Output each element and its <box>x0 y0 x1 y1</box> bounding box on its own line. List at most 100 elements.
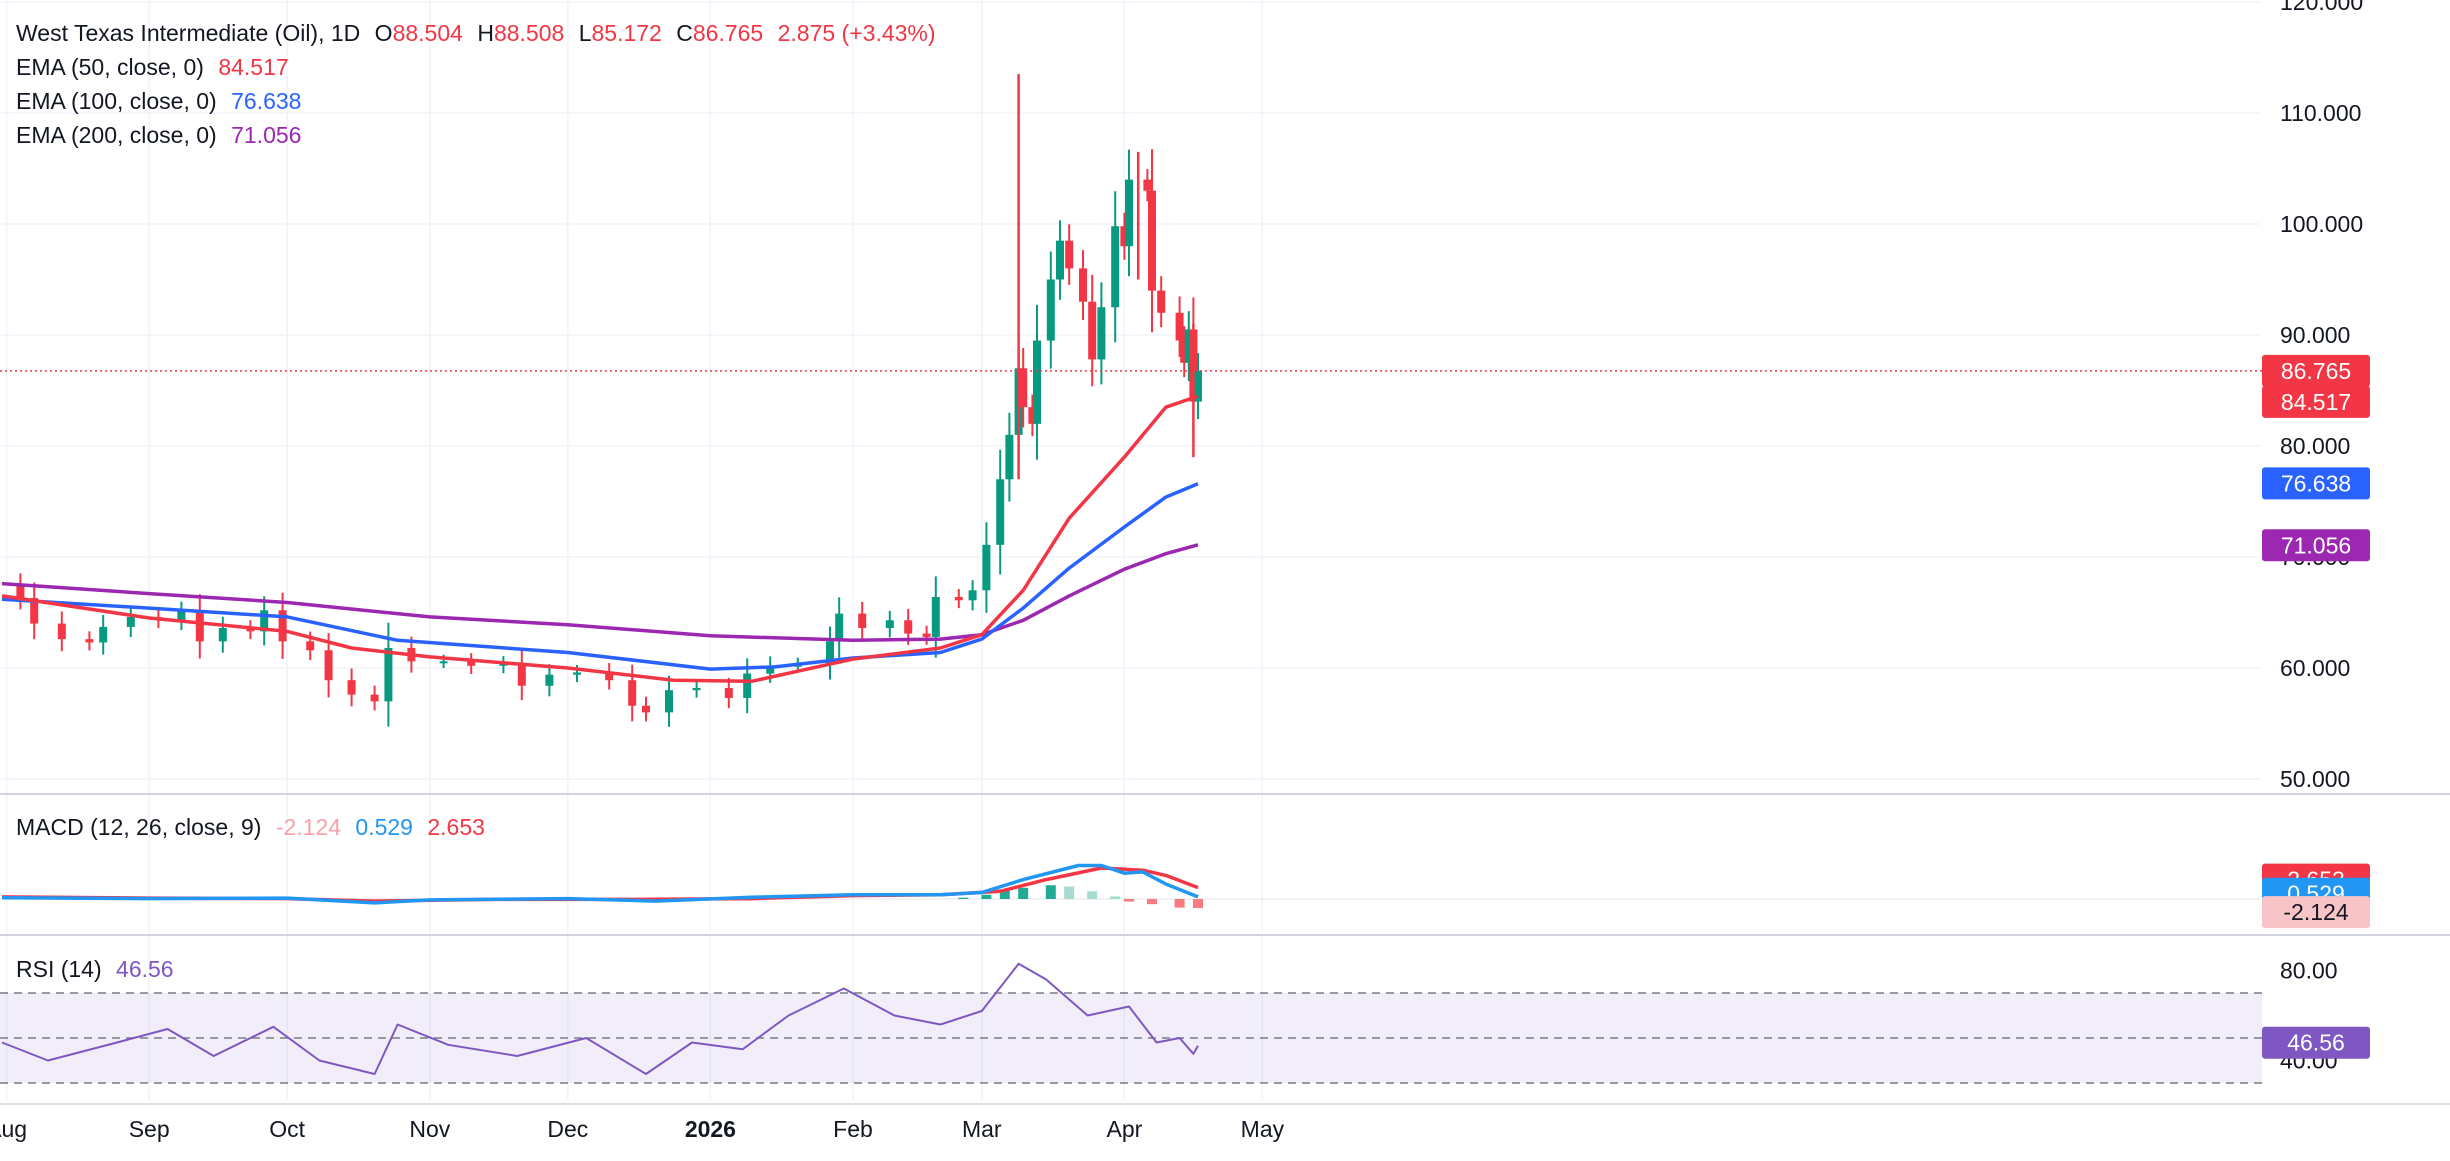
high-label: H88.508 <box>477 20 565 46</box>
macd-histogram-bar <box>1147 899 1157 905</box>
candle-body <box>605 672 614 681</box>
macd-histogram-bar <box>999 890 1010 899</box>
candle-body <box>1005 434 1014 480</box>
candle-body <box>982 544 991 591</box>
rsi-tick-label: 80.00 <box>2280 958 2338 984</box>
open-label: O88.504 <box>374 20 463 46</box>
candle-body <box>324 650 333 681</box>
candle-body <box>931 596 940 637</box>
ema200-badge: 71.056 <box>2281 532 2351 558</box>
candle-body <box>922 633 931 637</box>
candle-body <box>996 479 1005 545</box>
ema200-label: EMA (200, close, 0) <box>16 122 217 148</box>
candle-body <box>665 690 673 713</box>
low-label: L85.172 <box>578 20 662 46</box>
candle-body <box>126 616 135 627</box>
ema50-legend[interactable]: EMA (50, close, 0) 84.517 <box>16 50 297 84</box>
ema50-value: 84.517 <box>218 54 289 80</box>
macd-histogram-bar <box>958 897 969 899</box>
candle-body <box>347 680 356 695</box>
candle-body <box>1175 312 1184 341</box>
candle-body <box>885 620 894 629</box>
rsi-value: 46.56 <box>116 956 174 982</box>
change-label: 2.875 (+3.43%) <box>777 20 936 46</box>
close-label: C86.765 <box>676 20 764 46</box>
candle-body <box>57 623 66 640</box>
ema50-badge: 84.517 <box>2281 389 2351 415</box>
macd-histogram-bar <box>1018 887 1029 899</box>
price-tick-label: 120.000 <box>2280 0 2363 15</box>
rsi-legend[interactable]: RSI (14) 46.56 <box>16 952 182 986</box>
candle-body <box>954 596 963 601</box>
x-axis-label: May <box>1241 1116 1285 1142</box>
ema100-label: EMA (100, close, 0) <box>16 88 217 114</box>
price-pane[interactable] <box>0 74 2262 727</box>
x-axis-label: Mar <box>962 1116 1002 1142</box>
badges: 86.76584.51776.63871.0562.6530.529-2.124… <box>2262 354 2370 1059</box>
candle-body <box>16 584 25 599</box>
candle-body <box>1065 240 1074 269</box>
rsi-label: RSI (14) <box>16 956 102 982</box>
ema50-label: EMA (50, close, 0) <box>16 54 204 80</box>
rsi-pane[interactable] <box>0 962 2262 1084</box>
candle-body <box>1143 179 1152 191</box>
x-axis-label: Dec <box>547 1116 588 1142</box>
candle-body <box>826 641 834 665</box>
candle-body <box>278 610 287 642</box>
ema100-legend[interactable]: EMA (100, close, 0) 76.638 <box>16 84 309 118</box>
candle-body <box>99 626 108 643</box>
macd-histogram-bar <box>1045 885 1056 899</box>
candle-body <box>246 628 255 632</box>
candle-body <box>724 687 733 698</box>
candle-body <box>499 663 508 666</box>
price-badge: 86.765 <box>2281 358 2351 384</box>
candle-body <box>858 613 867 629</box>
candle-body <box>573 672 581 675</box>
macd-histogram-bar <box>981 894 992 899</box>
candle-body <box>517 663 526 686</box>
candle-body <box>195 611 204 642</box>
rsi-line <box>1 962 1199 1075</box>
price-tick-label: 90.000 <box>2280 322 2350 348</box>
candle-body <box>628 680 637 706</box>
macd-signal-value: 2.653 <box>427 814 485 840</box>
macd-pane[interactable] <box>0 863 2260 909</box>
x-axis-label: Sep <box>129 1116 170 1142</box>
candle-body <box>1046 279 1055 341</box>
rsi-badge: 46.56 <box>2287 1030 2345 1056</box>
candle-body <box>260 610 269 632</box>
ema100-line <box>1 482 1199 671</box>
candle-body <box>1125 179 1133 247</box>
x-axis-label: Oct <box>269 1116 305 1142</box>
ema100-badge-bg <box>2262 467 2370 500</box>
x-axis-label: 2026 <box>685 1116 736 1142</box>
candle-body <box>30 598 39 624</box>
ohlc-legend: West Texas Intermediate (Oil), 1D O88.50… <box>16 16 944 50</box>
candle-body <box>1184 329 1193 363</box>
candle-body <box>642 705 650 713</box>
macd-label: MACD (12, 26, close, 9) <box>16 814 262 840</box>
macd-legend[interactable]: MACD (12, 26, close, 9) -2.124 0.529 2.6… <box>16 810 493 844</box>
price-tick-label: 100.000 <box>2280 211 2363 237</box>
macd-line-value: 0.529 <box>355 814 413 840</box>
ema100-badge: 76.638 <box>2281 470 2351 496</box>
ema200-value: 71.056 <box>231 122 302 148</box>
ema200-line <box>1 543 1199 643</box>
candle-body <box>1194 370 1202 402</box>
macd-hist-value: -2.124 <box>275 814 342 840</box>
ema100-value: 76.638 <box>231 88 302 114</box>
candle-body <box>766 665 775 674</box>
candle-body <box>1028 407 1037 424</box>
candle-body <box>1111 226 1120 308</box>
price-tick-label: 50.000 <box>2280 766 2350 792</box>
candle-body <box>835 613 844 642</box>
x-axis-label: Apr <box>1107 1116 1143 1142</box>
candle-body <box>306 641 315 651</box>
ema50-badge-bg <box>2262 385 2370 418</box>
ema200-legend[interactable]: EMA (200, close, 0) 71.056 <box>16 118 309 152</box>
ema50-line <box>1 394 1199 684</box>
price-badge-bg <box>2262 354 2370 387</box>
